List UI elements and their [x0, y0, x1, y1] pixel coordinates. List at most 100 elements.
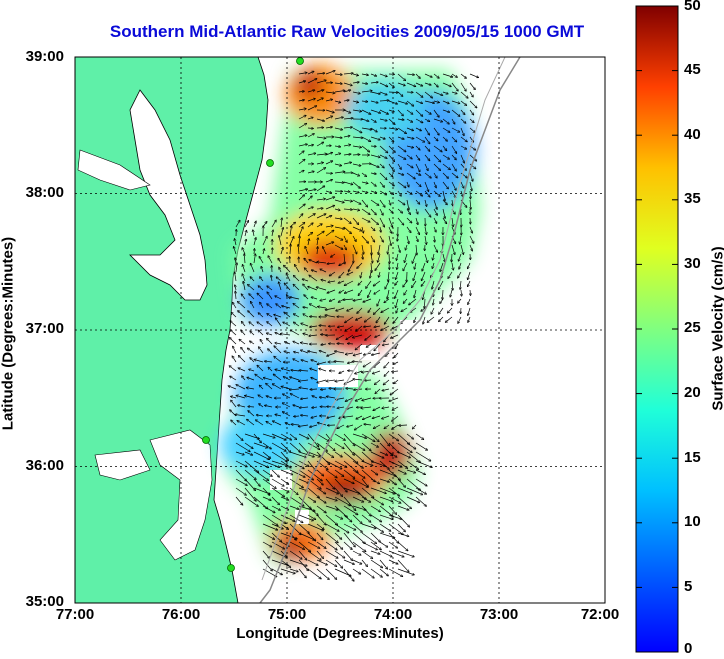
velocity-vector [334, 442, 344, 449]
velocity-vector [442, 163, 450, 170]
velocity-vector [235, 496, 243, 505]
velocity-vector [370, 559, 382, 568]
velocity-vector [334, 74, 342, 75]
velocity-vector [304, 295, 309, 300]
velocity-vector [248, 285, 255, 291]
velocity-vector [239, 340, 246, 345]
velocity-vector [469, 91, 473, 97]
sound-water-2 [94, 449, 151, 481]
velocity-vector [432, 262, 435, 268]
velocity-vector [370, 146, 376, 147]
velocity-vector [298, 214, 303, 219]
velocity-vector [451, 190, 456, 198]
velocity-vector [352, 172, 359, 176]
velocity-vector [361, 101, 368, 102]
velocity-vector [325, 242, 334, 246]
velocity-vector [253, 238, 256, 246]
velocity-vector [298, 195, 304, 201]
velocity-vector [316, 90, 324, 93]
velocity-vector [307, 71, 314, 75]
velocity-vector [254, 249, 255, 255]
velocity-vector [235, 469, 246, 481]
velocity-vector [452, 280, 453, 290]
bathymetry-contour-2 [261, 57, 506, 581]
velocity-vector [236, 396, 246, 399]
velocity-vector [307, 550, 321, 560]
velocity-vector [392, 371, 399, 372]
velocity-vector [284, 312, 291, 318]
velocity-vector [325, 550, 338, 558]
velocity-vector [460, 181, 464, 188]
velocity-vector [298, 460, 309, 466]
velocity-vector [290, 389, 300, 390]
velocity-vector [258, 286, 264, 291]
velocity-vector [370, 505, 380, 512]
velocity-vector [347, 271, 354, 275]
velocity-vector [374, 343, 381, 351]
velocity-vector [388, 118, 395, 124]
velocity-vector [361, 127, 372, 130]
velocity-vector [433, 172, 437, 178]
velocity-vector [302, 279, 309, 282]
velocity-vector [374, 361, 381, 367]
velocity-vector [389, 253, 390, 263]
velocity-vector [267, 322, 273, 327]
velocity-vector [253, 433, 261, 443]
station-marker [227, 564, 235, 572]
velocity-vector [343, 487, 360, 494]
velocity-vector [307, 171, 314, 174]
velocity-vector [231, 420, 237, 426]
velocity-vector [374, 307, 381, 314]
velocity-vector [361, 118, 369, 121]
velocity-vector [397, 136, 404, 139]
velocity-vector [275, 415, 282, 417]
velocity-vector [316, 137, 326, 138]
velocity-vector [370, 451, 384, 458]
velocity-vector [330, 298, 336, 301]
velocity-vector [334, 209, 340, 210]
velocity-vector [280, 568, 295, 574]
velocity-vector [290, 330, 300, 336]
velocity-vector [355, 343, 363, 350]
velocity-vector [289, 505, 299, 509]
velocity-vector [339, 289, 345, 293]
velocity-vector [316, 142, 323, 147]
station-marker [296, 57, 304, 65]
velocity-vector [361, 136, 371, 141]
velocity-vector [259, 257, 264, 264]
velocity-vector [271, 532, 282, 542]
x-tick-label: 73:00 [479, 606, 519, 623]
velocity-vector [334, 137, 342, 138]
velocity-vector [262, 541, 272, 547]
velocity-vector [415, 199, 420, 204]
velocity-vector [298, 116, 306, 120]
velocity-vector [267, 333, 273, 336]
velocity-vector [433, 101, 439, 103]
velocity-vector [316, 550, 323, 558]
velocity-vector [370, 82, 378, 83]
velocity-vector [379, 190, 386, 195]
velocity-vector [442, 82, 451, 87]
velocity-vector [388, 496, 401, 503]
velocity-vector [298, 124, 306, 129]
velocity-vector [406, 478, 420, 490]
velocity-vector [316, 214, 326, 219]
velocity-vector [251, 264, 255, 273]
velocity-vector [415, 226, 419, 234]
velocity-vector [289, 433, 296, 439]
velocity-vector [325, 469, 337, 478]
velocity-vector [404, 253, 408, 262]
velocity-vector [370, 118, 376, 122]
velocity-vector [235, 221, 240, 228]
velocity-vector [384, 298, 390, 303]
velocity-vector [298, 550, 307, 560]
velocity-vector [338, 326, 345, 327]
velocity-vector [345, 316, 354, 323]
velocity-vector [442, 289, 443, 299]
velocity-vector [335, 351, 345, 354]
velocity-vector [468, 298, 471, 304]
velocity-vector [230, 330, 237, 336]
velocity-vector [248, 348, 255, 354]
velocity-vector [432, 280, 435, 289]
velocity-vector [397, 109, 403, 116]
